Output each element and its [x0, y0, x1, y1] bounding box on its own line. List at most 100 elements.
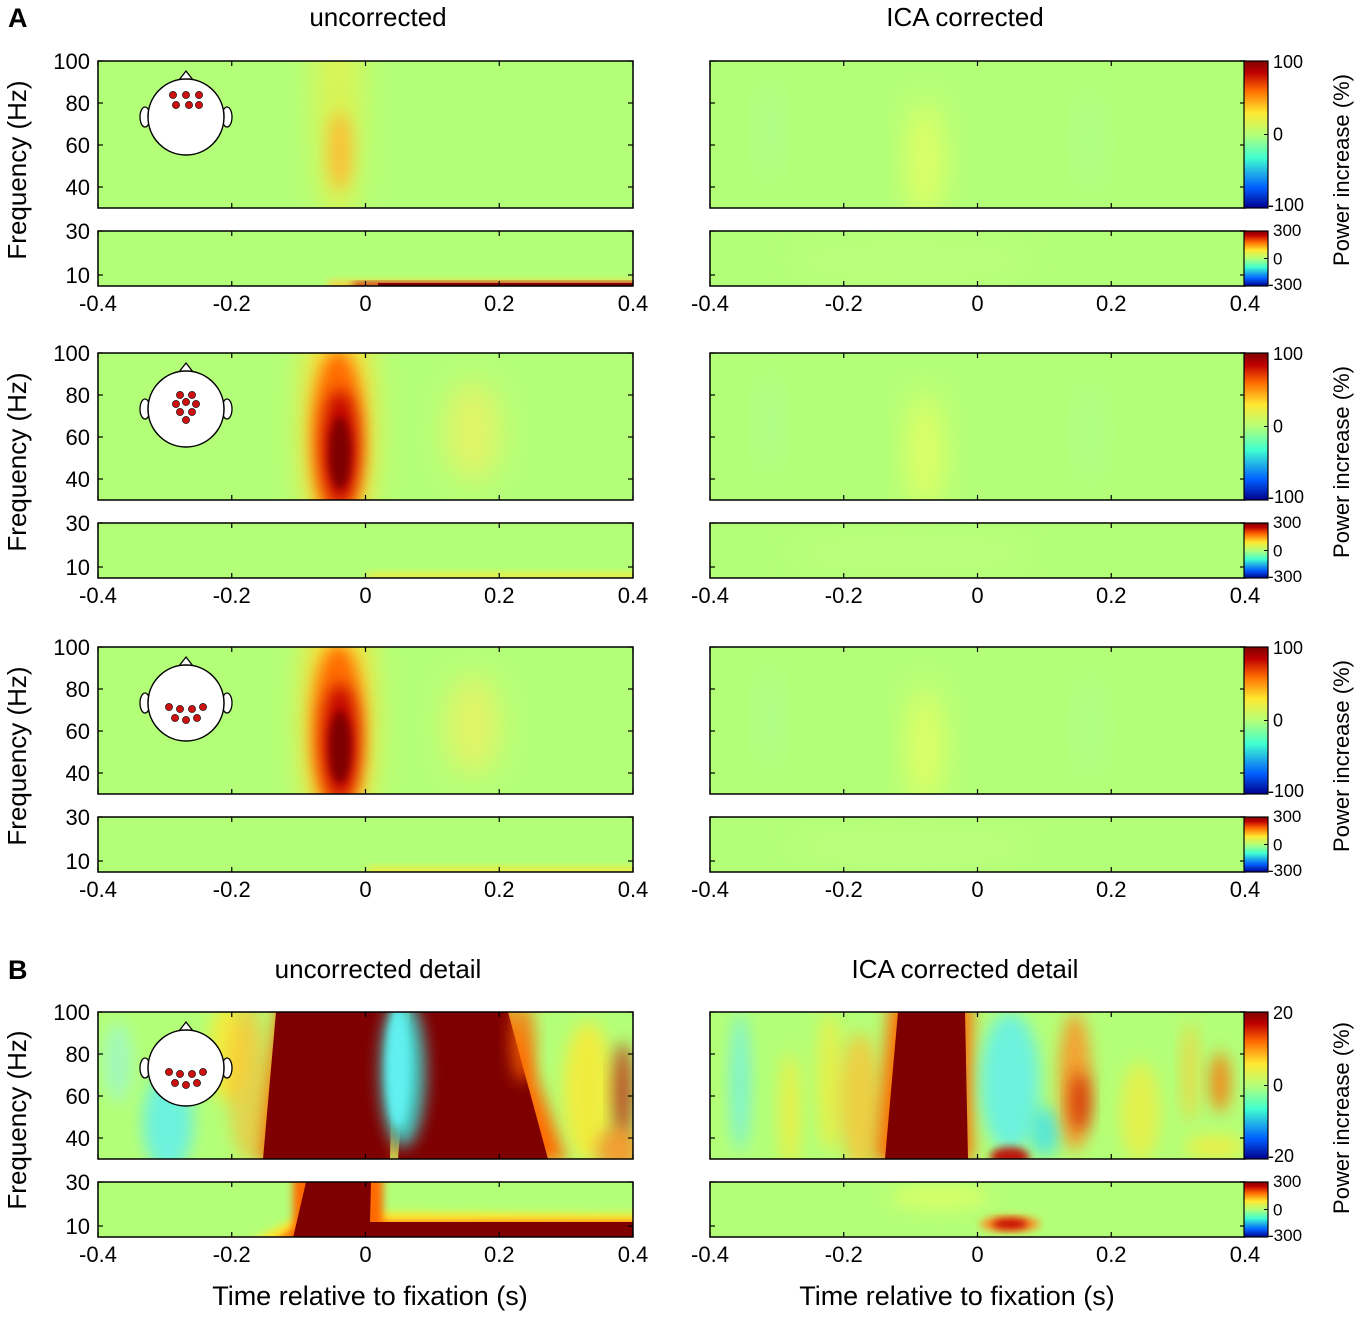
heatmap-region — [885, 1012, 968, 1159]
x-tick-label: 0.2 — [1096, 877, 1127, 902]
colorbar-tick-label: 300 — [1273, 513, 1301, 532]
colorbar-tick-label: -100 — [1268, 195, 1304, 215]
y-tick-label: 40 — [66, 761, 90, 786]
electrode-dot — [193, 1079, 201, 1087]
colorbar-tick-label: 0 — [1273, 125, 1283, 145]
head-outline — [147, 370, 225, 448]
y-tick-label: 80 — [66, 677, 90, 702]
y-tick-label: 80 — [66, 91, 90, 116]
electrode-dot — [176, 1070, 184, 1078]
x-tick-label: 0.4 — [1230, 583, 1261, 608]
electrode-dot — [195, 101, 203, 109]
x-tick-label: -0.2 — [213, 1242, 251, 1267]
head-outline — [147, 664, 225, 742]
heatmap-blob — [790, 241, 1030, 281]
heatmap-blob — [511, 1012, 535, 1082]
heatmap-blob — [840, 1032, 880, 1159]
colorbar-tick-label: 100 — [1273, 344, 1303, 364]
electrode-dot — [185, 101, 193, 109]
x-tick-label: 0.4 — [1230, 877, 1261, 902]
y-tick-label: 30 — [66, 219, 90, 244]
electrode-dot — [193, 714, 201, 722]
heatmap-background — [98, 231, 633, 286]
x-tick-label: 0.2 — [1096, 1242, 1127, 1267]
colorbar-tick-label: 100 — [1273, 638, 1303, 658]
x-axis-label-left: Time relative to fixation (s) — [212, 1281, 528, 1311]
y-tick-label: 40 — [66, 467, 90, 492]
heatmap-blob — [1182, 1022, 1198, 1122]
colorbar-tick-label: -20 — [1268, 1146, 1294, 1166]
y-tick-label: 10 — [66, 555, 90, 580]
colorbar: 300 0 -300 — [1243, 221, 1302, 294]
heatmap-blob — [992, 1219, 1028, 1229]
colorbar-tick-label: -300 — [1268, 861, 1302, 880]
colorbar-tick-label: 0 — [1273, 711, 1283, 731]
colorbar: 100 0 -100 — [1243, 638, 1304, 801]
heatmap-blob — [790, 533, 1030, 573]
electrode-dot — [172, 400, 180, 408]
x-tick-label: 0.4 — [618, 291, 649, 316]
y-axis-label-row1: Frequency (Hz) — [2, 80, 32, 259]
heatmap-row3-uncorrected-low-freq — [98, 817, 633, 872]
colorbar-label-row3: Power increase (%) — [1329, 660, 1354, 852]
x-tick-label: 0.4 — [618, 1242, 649, 1267]
colorbar-tick-label: 0 — [1273, 1201, 1282, 1220]
heatmap-row4-uncorrected-low-freq — [98, 1182, 633, 1237]
heatmap-blob — [760, 667, 780, 767]
y-tick-label: 30 — [66, 805, 90, 830]
colorbar-tick-label: 0 — [1273, 417, 1283, 437]
x-tick-label: -0.2 — [825, 877, 863, 902]
electrode-dot — [176, 705, 184, 713]
x-tick-label: -0.4 — [691, 1242, 729, 1267]
y-tick-label: 100 — [53, 1000, 90, 1025]
electrode-dot — [171, 714, 179, 722]
x-tick-label: 0 — [359, 1242, 371, 1267]
y-tick-label: 10 — [66, 263, 90, 288]
heatmap-blob — [760, 373, 780, 473]
heatmap-row4-uncorrected-high-freq — [98, 1012, 633, 1159]
colorbar: 100 0 -100 — [1243, 52, 1304, 215]
heatmap-blob — [1078, 383, 1102, 483]
heatmap-blob — [329, 711, 351, 783]
heatmap-blob — [780, 1052, 800, 1159]
heatmap-blob — [386, 1012, 410, 1127]
electrode-dot — [182, 1081, 190, 1089]
electrode-dot — [195, 91, 203, 99]
electrode-dot — [171, 1079, 179, 1087]
colorbar-tick-label: 300 — [1273, 1172, 1301, 1191]
y-tick-label: 60 — [66, 133, 90, 158]
heatmap-blob — [907, 687, 943, 794]
y-tick-label: 80 — [66, 1042, 90, 1067]
colorbar-tick-label: 300 — [1273, 221, 1301, 240]
colorbar: 20 0 -20 — [1243, 1003, 1294, 1166]
colorbar-tick-label: -300 — [1268, 567, 1302, 586]
electrode-dot — [182, 91, 190, 99]
y-axis-label-row4: Frequency (Hz) — [2, 1030, 32, 1209]
x-tick-label: -0.4 — [79, 583, 117, 608]
y-tick-label: 100 — [53, 49, 90, 74]
column-title-uncorrected: uncorrected — [309, 2, 446, 32]
heatmap-row4-corrected-low-freq — [710, 1182, 1245, 1237]
electrode-dot — [188, 705, 196, 713]
heatmap-blob — [563, 1022, 613, 1159]
colorbar-tick-label: -300 — [1268, 275, 1302, 294]
y-tick-label: 30 — [66, 511, 90, 536]
panel-label-b: B — [8, 955, 28, 985]
heatmap-blob — [445, 675, 501, 775]
electrode-dot — [182, 398, 190, 406]
electrode-dot — [176, 408, 184, 416]
head-electrode-icon — [139, 361, 233, 448]
x-tick-label: 0.2 — [484, 291, 515, 316]
heatmap-blob — [228, 1012, 268, 1159]
x-tick-label: 0 — [359, 583, 371, 608]
x-tick-label: -0.2 — [825, 1242, 863, 1267]
colorbar-tick-label: 0 — [1273, 542, 1282, 561]
colorbar-label-row4: Power increase (%) — [1329, 1022, 1354, 1214]
heatmap-background — [710, 647, 1245, 794]
electrode-dot — [169, 91, 177, 99]
heatmap-blob — [445, 381, 501, 481]
colorbar-tick-label: -100 — [1268, 781, 1304, 801]
x-tick-label: -0.2 — [213, 877, 251, 902]
colorbar-tick-label: -100 — [1268, 487, 1304, 507]
